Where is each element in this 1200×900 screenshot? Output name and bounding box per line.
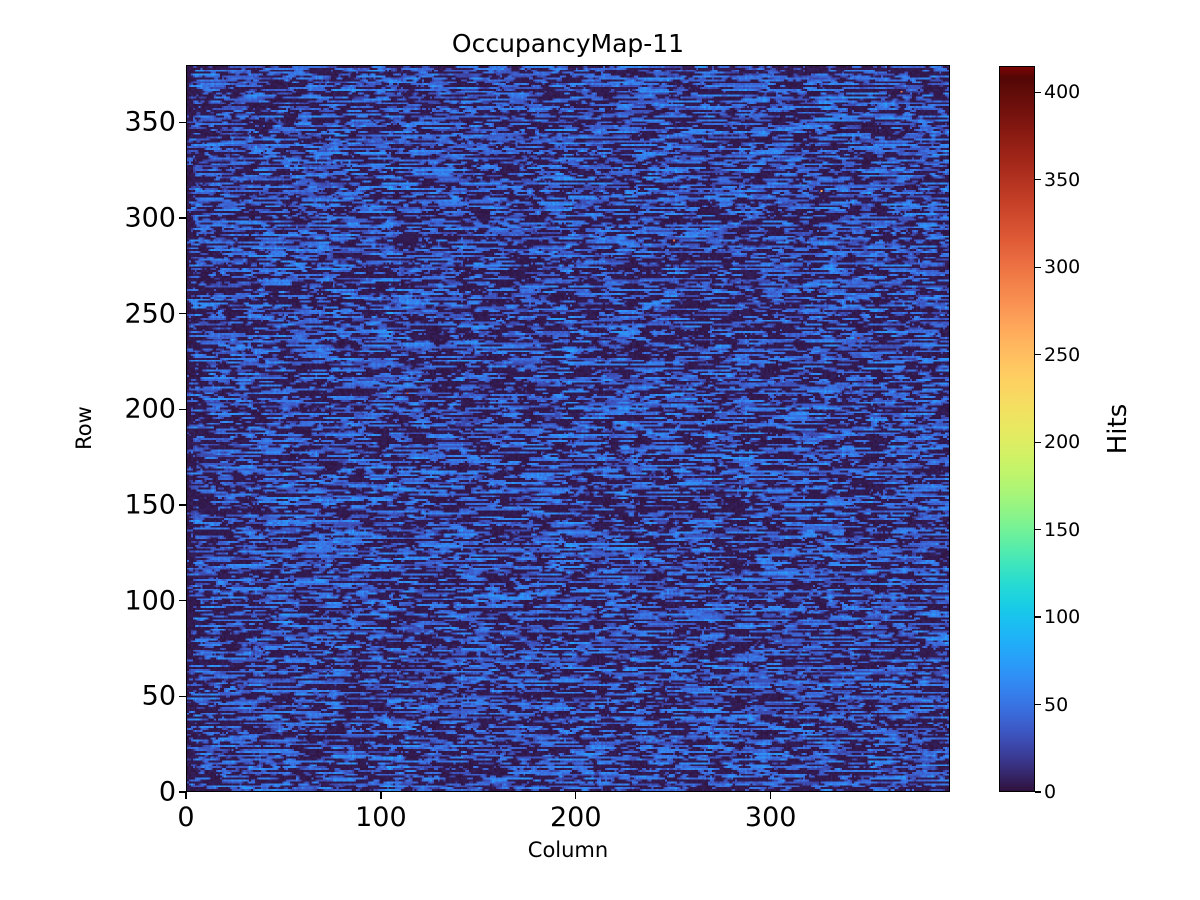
y-tick-mark bbox=[179, 791, 186, 793]
colorbar-label: Hits bbox=[1103, 403, 1133, 455]
y-tick-label: 350 bbox=[124, 106, 176, 138]
colorbar-tick-mark bbox=[1035, 179, 1041, 181]
colorbar-tick-label: 100 bbox=[1044, 606, 1081, 629]
y-tick-mark bbox=[179, 313, 186, 315]
heatmap-axes bbox=[186, 65, 950, 792]
colorbar-tick-mark bbox=[1035, 616, 1041, 618]
colorbar-tick-mark bbox=[1035, 441, 1041, 443]
x-tick-label: 0 bbox=[177, 802, 195, 833]
colorbar-tick-label: 150 bbox=[1044, 518, 1081, 541]
colorbar-tick-label: 350 bbox=[1044, 168, 1081, 191]
y-tick-label: 300 bbox=[124, 202, 176, 234]
colorbar-tick-mark bbox=[1035, 703, 1041, 706]
y-tick-mark bbox=[179, 217, 186, 219]
x-axis-label: Column bbox=[527, 838, 609, 862]
y-tick-label: 0 bbox=[158, 776, 176, 808]
y-tick-label: 250 bbox=[124, 298, 176, 330]
colorbar-tick-label: 300 bbox=[1044, 256, 1081, 279]
colorbar-tick-mark bbox=[1035, 91, 1041, 93]
y-tick-mark bbox=[179, 121, 186, 124]
y-tick-mark bbox=[179, 600, 186, 602]
colorbar bbox=[999, 66, 1035, 792]
colorbar-tick-mark bbox=[1035, 528, 1041, 531]
y-tick-label: 50 bbox=[141, 680, 176, 712]
y-tick-label: 150 bbox=[124, 489, 176, 521]
y-tick-label: 100 bbox=[124, 585, 176, 617]
y-tick-label: 200 bbox=[124, 393, 176, 425]
colorbar-tick-mark bbox=[1035, 266, 1041, 268]
colorbar-gradient bbox=[1000, 67, 1034, 791]
x-tick-mark bbox=[380, 792, 382, 799]
x-tick-mark bbox=[575, 792, 577, 799]
x-tick-mark bbox=[770, 792, 772, 799]
colorbar-tick-label: 400 bbox=[1044, 81, 1081, 104]
y-tick-mark bbox=[179, 695, 186, 697]
x-tick-label: 300 bbox=[744, 802, 797, 833]
colorbar-tick-mark bbox=[1035, 354, 1041, 356]
page-title: OccupancyMap-11 bbox=[451, 29, 685, 58]
colorbar-tick-label: 0 bbox=[1044, 781, 1057, 803]
colorbar-tick-label: 50 bbox=[1044, 693, 1069, 716]
x-tick-label: 100 bbox=[355, 802, 407, 833]
y-axis-label: Row bbox=[72, 406, 96, 450]
colorbar-tick-mark bbox=[1035, 791, 1041, 793]
y-tick-mark bbox=[179, 504, 186, 506]
colorbar-tick-label: 200 bbox=[1044, 431, 1081, 454]
y-tick-mark bbox=[179, 408, 186, 410]
heatmap-image bbox=[187, 66, 949, 791]
colorbar-tick-label: 250 bbox=[1044, 343, 1081, 366]
x-tick-label: 200 bbox=[550, 802, 602, 833]
x-tick-mark bbox=[185, 792, 187, 799]
